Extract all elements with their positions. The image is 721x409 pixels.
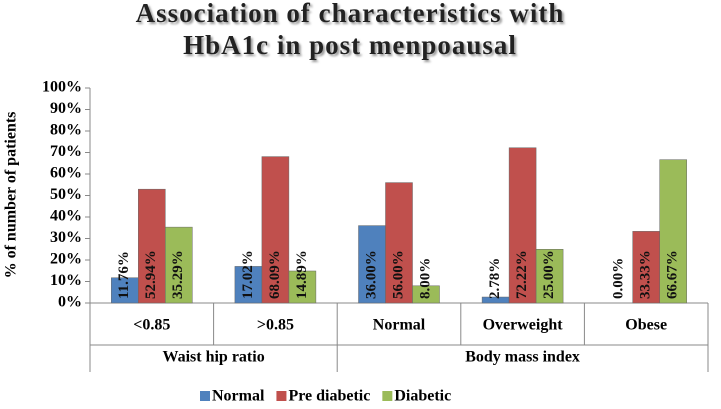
value-label: 72.22% [514, 250, 530, 299]
bar [508, 147, 537, 304]
y-tick-label: 20% [50, 251, 82, 268]
bar [385, 182, 413, 304]
legend-label: Pre diabetic [288, 388, 370, 405]
value-label: 2.78% [487, 258, 503, 299]
bar [165, 226, 193, 304]
value-label: 17.02% [240, 250, 256, 299]
value-label: 56.00% [390, 250, 406, 299]
y-tick-label: 10% [50, 272, 82, 289]
bar [358, 225, 386, 304]
value-label: 33.33% [638, 250, 654, 299]
x-tick-label: Overweight [483, 317, 564, 334]
x-tick-label: Normal [373, 317, 426, 334]
bar [261, 156, 290, 304]
chart-title: Association of characteristics with [136, 0, 565, 28]
bar [138, 188, 166, 304]
legend-label: Diabetic [394, 388, 451, 405]
bar [632, 231, 660, 304]
y-tick-label: 30% [50, 229, 82, 246]
bar [535, 249, 564, 304]
value-label: 11.76% [116, 251, 132, 299]
bar [659, 159, 687, 304]
x-tick-label: Obese [625, 317, 667, 334]
chart-title: HbA1c in post menpoausal [183, 30, 517, 60]
group-label: Waist hip ratio [162, 349, 264, 366]
y-tick-label: 50% [50, 186, 82, 203]
value-label: 52.94% [143, 250, 159, 299]
y-axis-label: % of number of patients [3, 112, 20, 279]
y-tick-label: 60% [50, 165, 82, 182]
y-tick-label: 0% [58, 294, 82, 311]
bar [412, 285, 440, 304]
value-label: 8.00% [417, 258, 433, 299]
x-tick-label: >0.85 [257, 317, 294, 334]
legend-label: Normal [212, 388, 265, 405]
value-label: 25.00% [541, 250, 557, 299]
x-tick-label: <0.85 [133, 317, 170, 334]
y-tick-label: 100% [42, 79, 82, 96]
value-label: 66.67% [665, 250, 681, 299]
legend-swatch [200, 391, 210, 401]
value-label: 0.00% [611, 258, 627, 299]
y-tick-label: 80% [50, 122, 82, 139]
value-label: 35.29% [170, 250, 186, 299]
bar [288, 270, 317, 304]
y-tick-label: 90% [50, 100, 82, 117]
legend-swatch [276, 391, 287, 401]
y-tick-label: 40% [50, 208, 82, 225]
value-label: 36.00% [363, 250, 379, 299]
legend-swatch [382, 391, 393, 401]
group-label: Body mass index [465, 349, 580, 366]
y-tick-label: 70% [50, 143, 82, 160]
value-label: 14.89% [294, 250, 310, 299]
value-label: 68.09% [267, 250, 283, 299]
